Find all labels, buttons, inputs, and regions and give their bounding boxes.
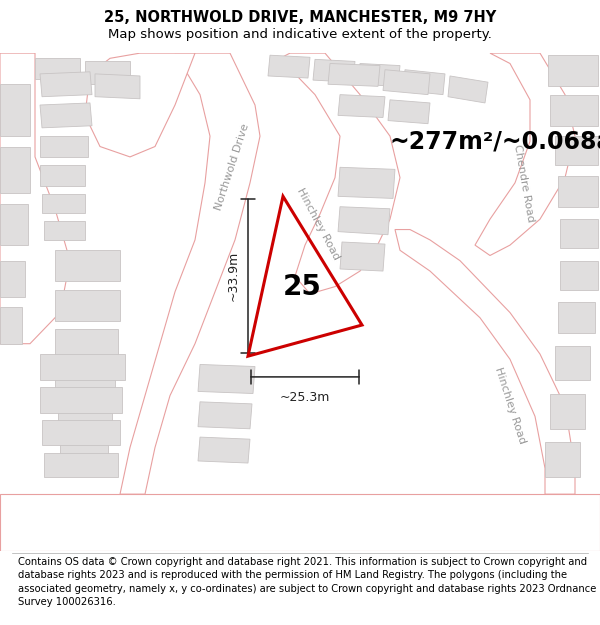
Polygon shape	[548, 55, 598, 86]
Polygon shape	[85, 61, 130, 84]
Polygon shape	[448, 76, 488, 103]
Polygon shape	[40, 388, 122, 413]
Polygon shape	[560, 219, 598, 248]
Text: 25, NORTHWOLD DRIVE, MANCHESTER, M9 7HY: 25, NORTHWOLD DRIVE, MANCHESTER, M9 7HY	[104, 9, 496, 24]
Polygon shape	[0, 308, 22, 344]
Text: Map shows position and indicative extent of the property.: Map shows position and indicative extent…	[108, 28, 492, 41]
Polygon shape	[60, 443, 108, 470]
Polygon shape	[40, 103, 92, 128]
Polygon shape	[0, 261, 25, 297]
Polygon shape	[198, 437, 250, 463]
Polygon shape	[383, 70, 430, 94]
Polygon shape	[198, 364, 255, 394]
Polygon shape	[40, 354, 125, 380]
Polygon shape	[35, 58, 80, 79]
Polygon shape	[42, 194, 85, 213]
Polygon shape	[558, 176, 598, 207]
Polygon shape	[198, 402, 252, 429]
Polygon shape	[40, 165, 85, 186]
Polygon shape	[338, 94, 385, 118]
Polygon shape	[0, 204, 28, 245]
Polygon shape	[550, 94, 598, 126]
Polygon shape	[0, 53, 70, 344]
Polygon shape	[358, 64, 400, 86]
Text: Contains OS data © Crown copyright and database right 2021. This information is : Contains OS data © Crown copyright and d…	[18, 557, 596, 607]
Polygon shape	[42, 421, 120, 446]
Polygon shape	[280, 53, 400, 294]
Text: Hinchley Road: Hinchley Road	[295, 187, 341, 262]
Polygon shape	[313, 59, 355, 82]
Polygon shape	[95, 74, 140, 99]
Polygon shape	[0, 494, 600, 551]
Polygon shape	[120, 53, 260, 494]
Polygon shape	[550, 394, 585, 429]
Polygon shape	[85, 53, 195, 157]
Polygon shape	[560, 261, 598, 290]
Text: ~277m²/~0.068ac.: ~277m²/~0.068ac.	[390, 129, 600, 153]
Polygon shape	[44, 221, 85, 240]
Polygon shape	[40, 72, 92, 97]
Polygon shape	[338, 207, 390, 235]
Text: Hinchley Road: Hinchley Road	[493, 366, 527, 446]
Polygon shape	[545, 442, 580, 476]
Polygon shape	[58, 406, 112, 435]
Polygon shape	[475, 53, 575, 256]
Polygon shape	[268, 55, 310, 78]
Polygon shape	[0, 84, 30, 136]
Polygon shape	[40, 136, 88, 157]
Polygon shape	[340, 242, 385, 271]
Polygon shape	[44, 452, 118, 476]
Polygon shape	[0, 146, 30, 193]
Polygon shape	[328, 64, 380, 86]
Polygon shape	[338, 168, 395, 198]
Polygon shape	[55, 250, 120, 281]
Polygon shape	[555, 346, 590, 380]
Polygon shape	[55, 329, 118, 360]
Polygon shape	[395, 229, 575, 494]
Text: ~33.9m: ~33.9m	[227, 251, 240, 301]
Polygon shape	[403, 70, 445, 94]
Text: 25: 25	[283, 272, 322, 301]
Polygon shape	[388, 100, 430, 124]
Polygon shape	[555, 136, 598, 165]
Polygon shape	[55, 369, 115, 398]
Text: Northwold Drive: Northwold Drive	[213, 122, 251, 212]
Text: ~25.3m: ~25.3m	[280, 391, 330, 404]
Polygon shape	[558, 302, 595, 333]
Polygon shape	[55, 290, 120, 321]
Text: Chendre Road: Chendre Road	[512, 143, 536, 222]
